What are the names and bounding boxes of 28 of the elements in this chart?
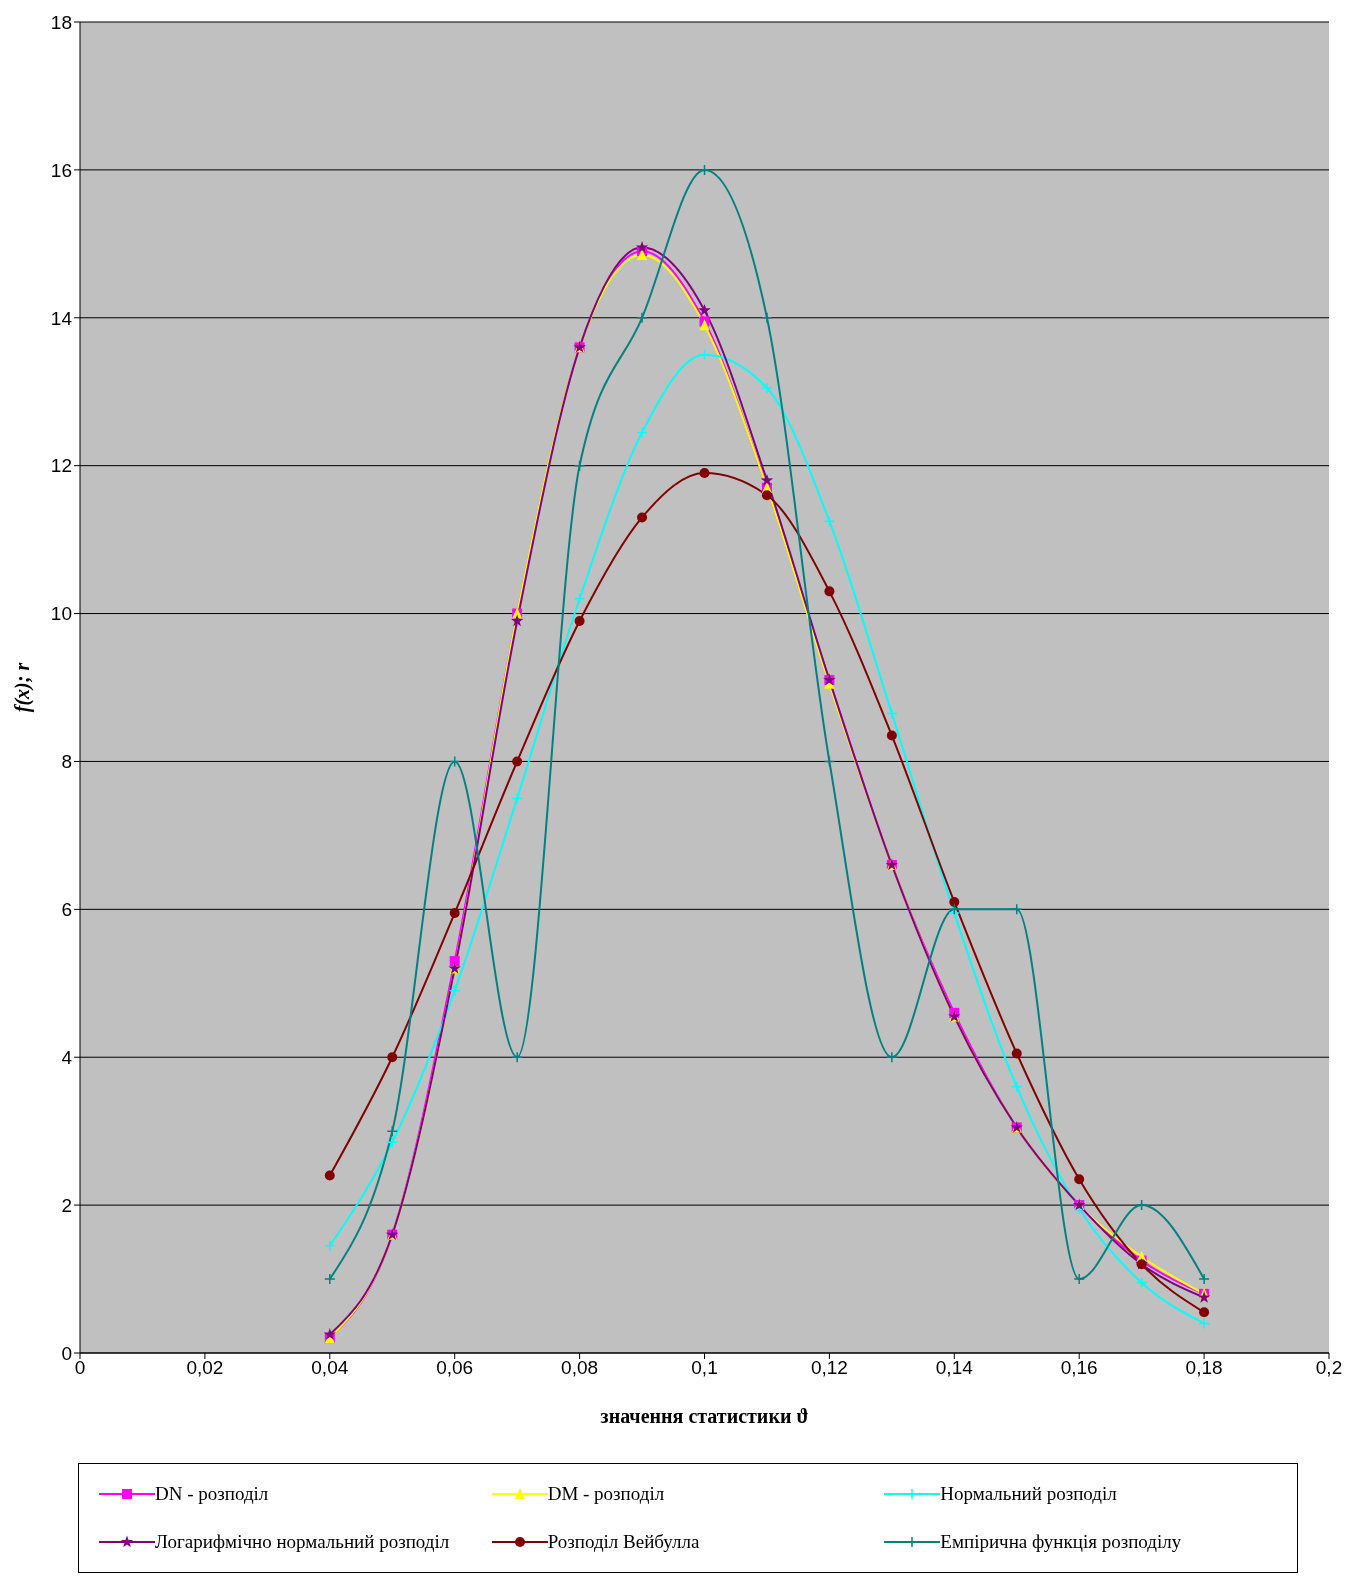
legend-label: DM - розподіл bbox=[547, 1483, 665, 1505]
legend-label: Нормальний розподіл bbox=[940, 1483, 1117, 1505]
x-tick-label: 0,18 bbox=[1185, 1357, 1223, 1379]
x-tick-label: 0,16 bbox=[1060, 1357, 1098, 1379]
legend-label: Розподіл Вейбулла bbox=[547, 1531, 700, 1553]
y-tick-label: 18 bbox=[50, 11, 72, 33]
y-tick-label: 0 bbox=[61, 1342, 72, 1364]
x-tick-label: 0,08 bbox=[561, 1357, 599, 1379]
y-tick-label: 16 bbox=[50, 159, 72, 181]
x-tick-label: 0,1 bbox=[691, 1357, 718, 1379]
legend-label: DN - розподіл bbox=[155, 1483, 269, 1505]
y-tick-label: 4 bbox=[61, 1046, 73, 1068]
x-tick-label: 0,04 bbox=[311, 1357, 349, 1379]
x-tick-label: 0,02 bbox=[186, 1357, 224, 1379]
x-tick-label: 0,06 bbox=[436, 1357, 474, 1379]
legend-label: Емпірична функція розподілу bbox=[940, 1531, 1182, 1553]
y-tick-label: 2 bbox=[61, 1194, 72, 1216]
y-tick-label: 12 bbox=[50, 455, 72, 477]
x-axis-title: значення статистики ϑ bbox=[600, 1405, 809, 1427]
y-tick-label: 8 bbox=[61, 751, 72, 773]
y-tick-label: 6 bbox=[61, 899, 72, 921]
y-tick-label: 14 bbox=[50, 307, 73, 329]
y-tick-label: 10 bbox=[50, 603, 72, 625]
x-tick-label: 0,14 bbox=[935, 1357, 974, 1379]
y-axis-title: f(x); r bbox=[11, 662, 35, 713]
x-tick-label: 0,12 bbox=[810, 1357, 848, 1379]
legend-label: Логарифмічно нормальний розподіл bbox=[155, 1531, 450, 1553]
x-tick-label: 0,2 bbox=[1315, 1357, 1343, 1379]
